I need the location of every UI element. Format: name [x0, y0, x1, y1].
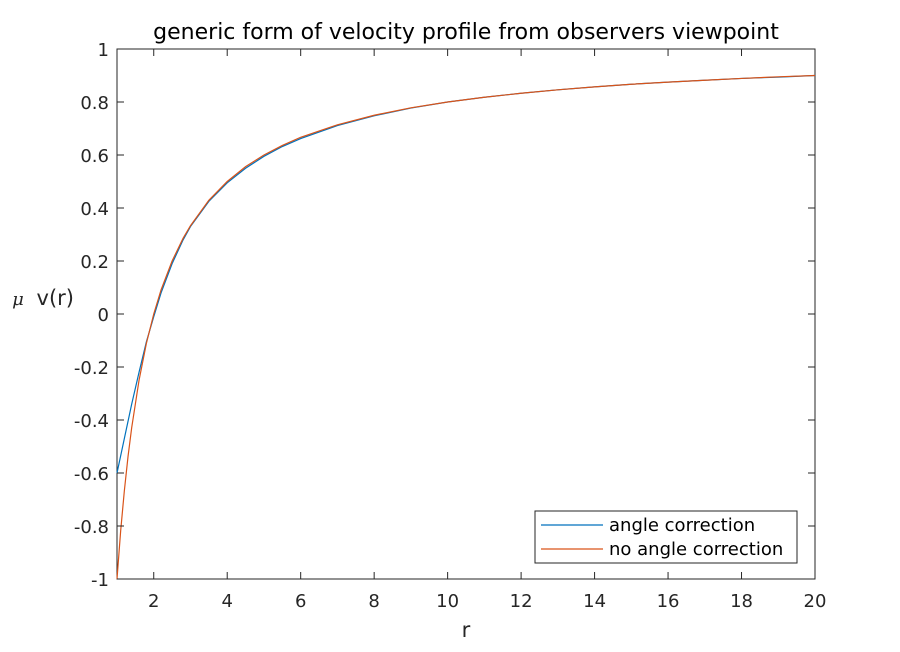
series-line-no-angle-correction [116, 74, 816, 580]
y-tick-label: 0 [98, 305, 109, 326]
legend-label-angle-correction: angle correction [609, 515, 755, 536]
x-tick-labels: 2 4 6 8 10 12 14 16 18 20 [148, 591, 826, 612]
x-tick-label: 4 [221, 591, 232, 612]
x-tick-label: 12 [510, 591, 533, 612]
y-axis-label: μ v(r) [12, 286, 74, 310]
x-tick-label: 6 [295, 591, 306, 612]
legend: angle correction no angle correction [534, 510, 798, 564]
y-axis-label-symbol: μ [12, 289, 24, 310]
x-tick-label: 10 [436, 591, 459, 612]
y-tick-label: -0.8 [74, 517, 109, 538]
x-tick-label: 16 [657, 591, 680, 612]
series-layer [116, 74, 816, 580]
y-tick-label: -0.2 [74, 358, 109, 379]
y-tick-label: -0.6 [74, 464, 109, 485]
y-axis-label-text: v(r) [37, 286, 74, 310]
y-tick-label: 1 [98, 40, 109, 61]
legend-box [534, 510, 798, 564]
y-tick-label: 0.6 [80, 146, 109, 167]
chart-title: generic form of velocity profile from ob… [153, 20, 779, 45]
y-tick-label: 0.8 [80, 93, 109, 114]
x-tick-label: 8 [368, 591, 379, 612]
y-tick-label: -1 [91, 570, 109, 591]
y-tick-label: 0.4 [80, 199, 109, 220]
ticks-layer [117, 48, 816, 580]
plot-area [116, 48, 816, 580]
y-tick-label: 0.2 [80, 252, 109, 273]
x-tick-label: 18 [730, 591, 753, 612]
axes-box [116, 48, 816, 580]
x-axis-label: r [462, 618, 471, 642]
x-tick-label: 20 [804, 591, 827, 612]
legend-label-no-angle-correction: no angle correction [609, 539, 783, 560]
y-tick-label: -0.4 [74, 411, 109, 432]
x-tick-label: 2 [148, 591, 159, 612]
x-tick-label: 14 [583, 591, 606, 612]
y-tick-labels: -1 -0.8 -0.6 -0.4 -0.2 0 0.2 0.4 0.6 0.8 1 [74, 40, 109, 591]
